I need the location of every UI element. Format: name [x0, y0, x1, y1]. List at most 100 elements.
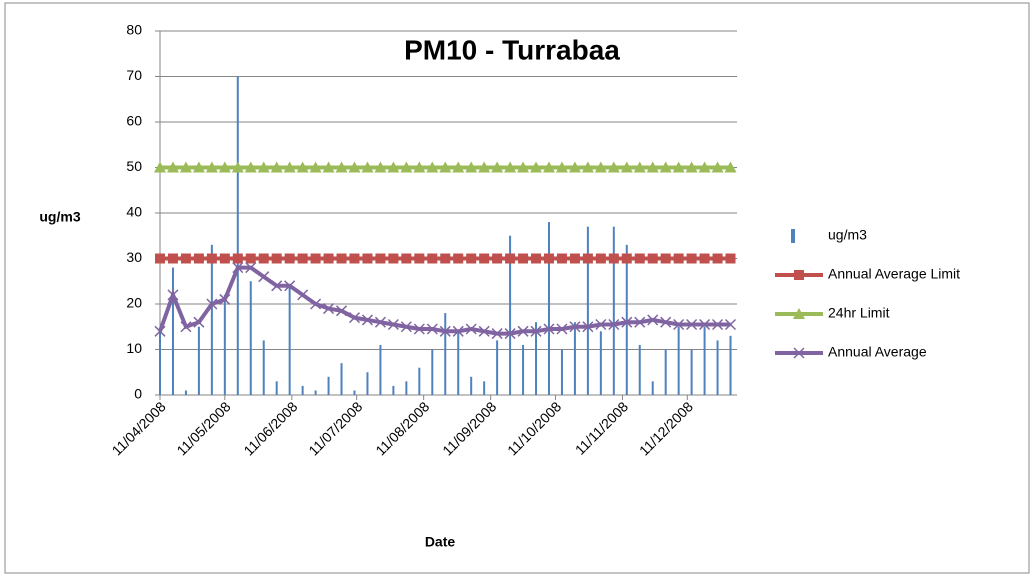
legend-label: 24hr Limit [828, 305, 890, 321]
marker [699, 253, 710, 264]
bar [314, 390, 317, 395]
marker [426, 161, 439, 173]
marker [413, 323, 425, 335]
marker [205, 161, 218, 173]
bar [638, 344, 641, 395]
marker [568, 161, 581, 173]
marker [283, 161, 296, 173]
marker [504, 161, 517, 173]
marker [660, 316, 672, 328]
marker [206, 298, 218, 310]
marker [492, 253, 503, 264]
marker [595, 253, 606, 264]
marker [206, 253, 217, 264]
marker [555, 161, 568, 173]
marker [439, 161, 452, 173]
bar [651, 381, 654, 395]
marker [452, 161, 465, 173]
marker [310, 298, 322, 310]
marker [686, 318, 698, 331]
y-tick-label: 10 [126, 340, 142, 356]
marker [232, 253, 243, 264]
bar [327, 376, 330, 395]
bar [288, 285, 291, 395]
marker [335, 161, 348, 173]
marker [543, 253, 554, 264]
marker [375, 253, 386, 264]
marker [310, 253, 321, 264]
marker [712, 318, 724, 331]
marker [413, 161, 426, 173]
bar [625, 244, 628, 395]
marker [387, 318, 399, 331]
marker [491, 161, 504, 173]
marker [569, 321, 581, 333]
bar [392, 385, 395, 395]
marker [336, 253, 347, 264]
marker [660, 253, 671, 264]
marker [466, 253, 477, 264]
marker [284, 253, 295, 264]
marker [297, 253, 308, 264]
marker [542, 161, 555, 173]
bar [431, 349, 434, 395]
bar [301, 385, 304, 395]
marker [724, 161, 737, 173]
bar [703, 326, 706, 395]
bar [159, 331, 161, 395]
marker [179, 161, 192, 173]
bar [573, 322, 576, 395]
marker [193, 253, 204, 264]
y-tick-label: 70 [126, 67, 142, 83]
bar [677, 326, 680, 395]
marker [581, 161, 594, 173]
marker [620, 161, 633, 173]
y-tick-label: 30 [126, 249, 142, 265]
y-axis-label: ug/m3 [39, 209, 80, 225]
marker [349, 253, 360, 264]
bar [197, 326, 200, 395]
marker [361, 161, 374, 173]
bar [535, 322, 538, 395]
marker [478, 325, 490, 337]
marker [685, 161, 698, 173]
marker [794, 270, 804, 280]
marker [388, 253, 399, 264]
bar [405, 381, 408, 395]
marker [309, 161, 322, 173]
marker [362, 253, 373, 264]
marker [258, 271, 270, 283]
marker [270, 161, 283, 173]
marker [659, 161, 672, 173]
marker [672, 161, 685, 173]
marker [323, 253, 334, 264]
bar [547, 222, 550, 395]
marker [673, 318, 685, 331]
bar [612, 226, 615, 395]
bar [599, 331, 602, 395]
marker [530, 325, 542, 337]
legend-label: ug/m3 [828, 227, 867, 243]
legend-label: Annual Average Limit [828, 266, 960, 282]
bar [716, 340, 719, 395]
marker [387, 161, 400, 173]
marker [271, 253, 282, 264]
marker [166, 161, 179, 173]
marker [621, 253, 632, 264]
marker [154, 325, 166, 337]
bar [457, 331, 460, 395]
bar [470, 376, 473, 395]
marker [582, 253, 593, 264]
y-tick-label: 60 [126, 113, 142, 129]
x-axis-label: Date [425, 534, 456, 550]
marker [296, 161, 309, 173]
marker [633, 161, 646, 173]
marker [167, 253, 178, 264]
marker [322, 161, 335, 173]
marker [556, 323, 568, 335]
marker [348, 161, 361, 173]
marker [543, 323, 555, 335]
marker [569, 253, 580, 264]
y-tick-label: 20 [126, 295, 142, 311]
